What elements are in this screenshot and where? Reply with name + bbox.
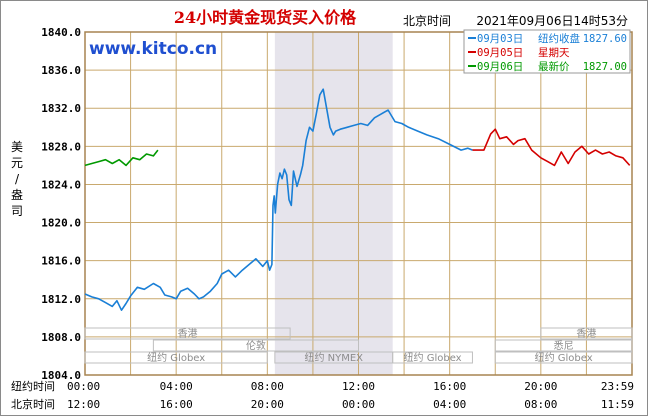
svg-text:09月06日: 09月06日 [477,61,523,73]
svg-text:09月05日: 09月05日 [477,47,523,59]
x-tick-label: 23:59 [601,380,634,393]
legend-entry: 09月06日 最新价 1827.00 [468,60,627,73]
series-line-09月03日 [84,88,473,312]
x-tick-label: 04:00 [160,380,193,393]
session-bar: 纽约 Globex [494,351,633,364]
svg-text:星期天: 星期天 [538,47,570,59]
y-tick-label: 1824.0 [41,178,81,191]
y-tick-label: 1840.0 [41,26,81,39]
svg-text:最新价: 最新价 [538,60,570,73]
session-bar: 悉尼 [494,339,633,352]
x-tick-label: 00:00 [67,380,100,393]
svg-text:09月03日: 09月03日 [477,33,523,45]
x-tick-label: 12:00 [342,380,375,393]
plot-border [84,31,633,376]
legend-entry: 09月05日 星期天 [468,47,570,59]
x-tick-label: 16:00 [160,398,193,411]
x-tick-label: 08:00 [251,380,284,393]
session-bar: 香港 [540,327,633,340]
x-tick-label: 20:00 [524,380,557,393]
y-tick-label: 1828.0 [41,140,81,153]
session-bar: 纽约 Globex [392,351,473,364]
y-tick-label: 1820.0 [41,217,81,230]
session-bar: 伦敦 [152,339,359,352]
session-bar: 香港 [84,327,291,340]
session-label: 纽约 Globex [404,351,462,364]
brand-watermark: www.kitco.cn [89,39,217,59]
y-tick-label: 1808.0 [41,331,81,344]
x-row-label: 北京时间 [11,397,55,411]
x-tick-label: 08:00 [524,398,557,411]
y-tick-label: 1832.0 [41,102,81,115]
chart-title: 24小时黄金现货买入价格 [174,8,357,27]
session-label: 悉尼 [554,340,574,352]
session-bar: 纽约 Globex [84,351,268,364]
svg-text:纽约收盘: 纽约收盘 [538,32,580,45]
legend-entry: 09月03日 纽约收盘 1827.60 [468,32,627,45]
x-tick-label: 20:00 [251,398,284,411]
y-tick-label: 1804.0 [41,369,81,382]
nymex-session-shade [274,32,393,375]
x-tick-label: 12:00 [67,398,100,411]
x-tick-label: 16:00 [433,380,466,393]
legend-box [463,29,631,74]
svg-text:1827.60: 1827.60 [583,33,627,45]
session-label: 伦敦 [246,339,266,352]
session-label: 纽约 NYMEX [304,351,363,364]
session-label: 香港 [576,328,596,340]
y-tick-label: 1816.0 [41,255,81,268]
y-tick-label: 1836.0 [41,64,81,77]
series-line-09月05日 [472,128,631,167]
x-tick-label: 04:00 [433,398,466,411]
header-location: 北京时间 [403,14,451,28]
session-label: 香港 [178,328,198,340]
x-tick-label: 11:59 [601,398,634,411]
series-line-09月06日 [84,149,159,167]
session-label: 纽约 Globex [147,351,205,364]
svg-text:1827.00: 1827.00 [583,61,627,73]
header-datetime: 2021年09月06日14时53分 [476,14,628,28]
session-label: 纽约 Globex [535,351,593,364]
x-tick-label: 00:00 [342,398,375,411]
y-tick-label: 1812.0 [41,293,81,306]
x-row-label: 纽约时间 [11,379,55,393]
y-axis-label: 美元/盎司 [11,140,23,218]
